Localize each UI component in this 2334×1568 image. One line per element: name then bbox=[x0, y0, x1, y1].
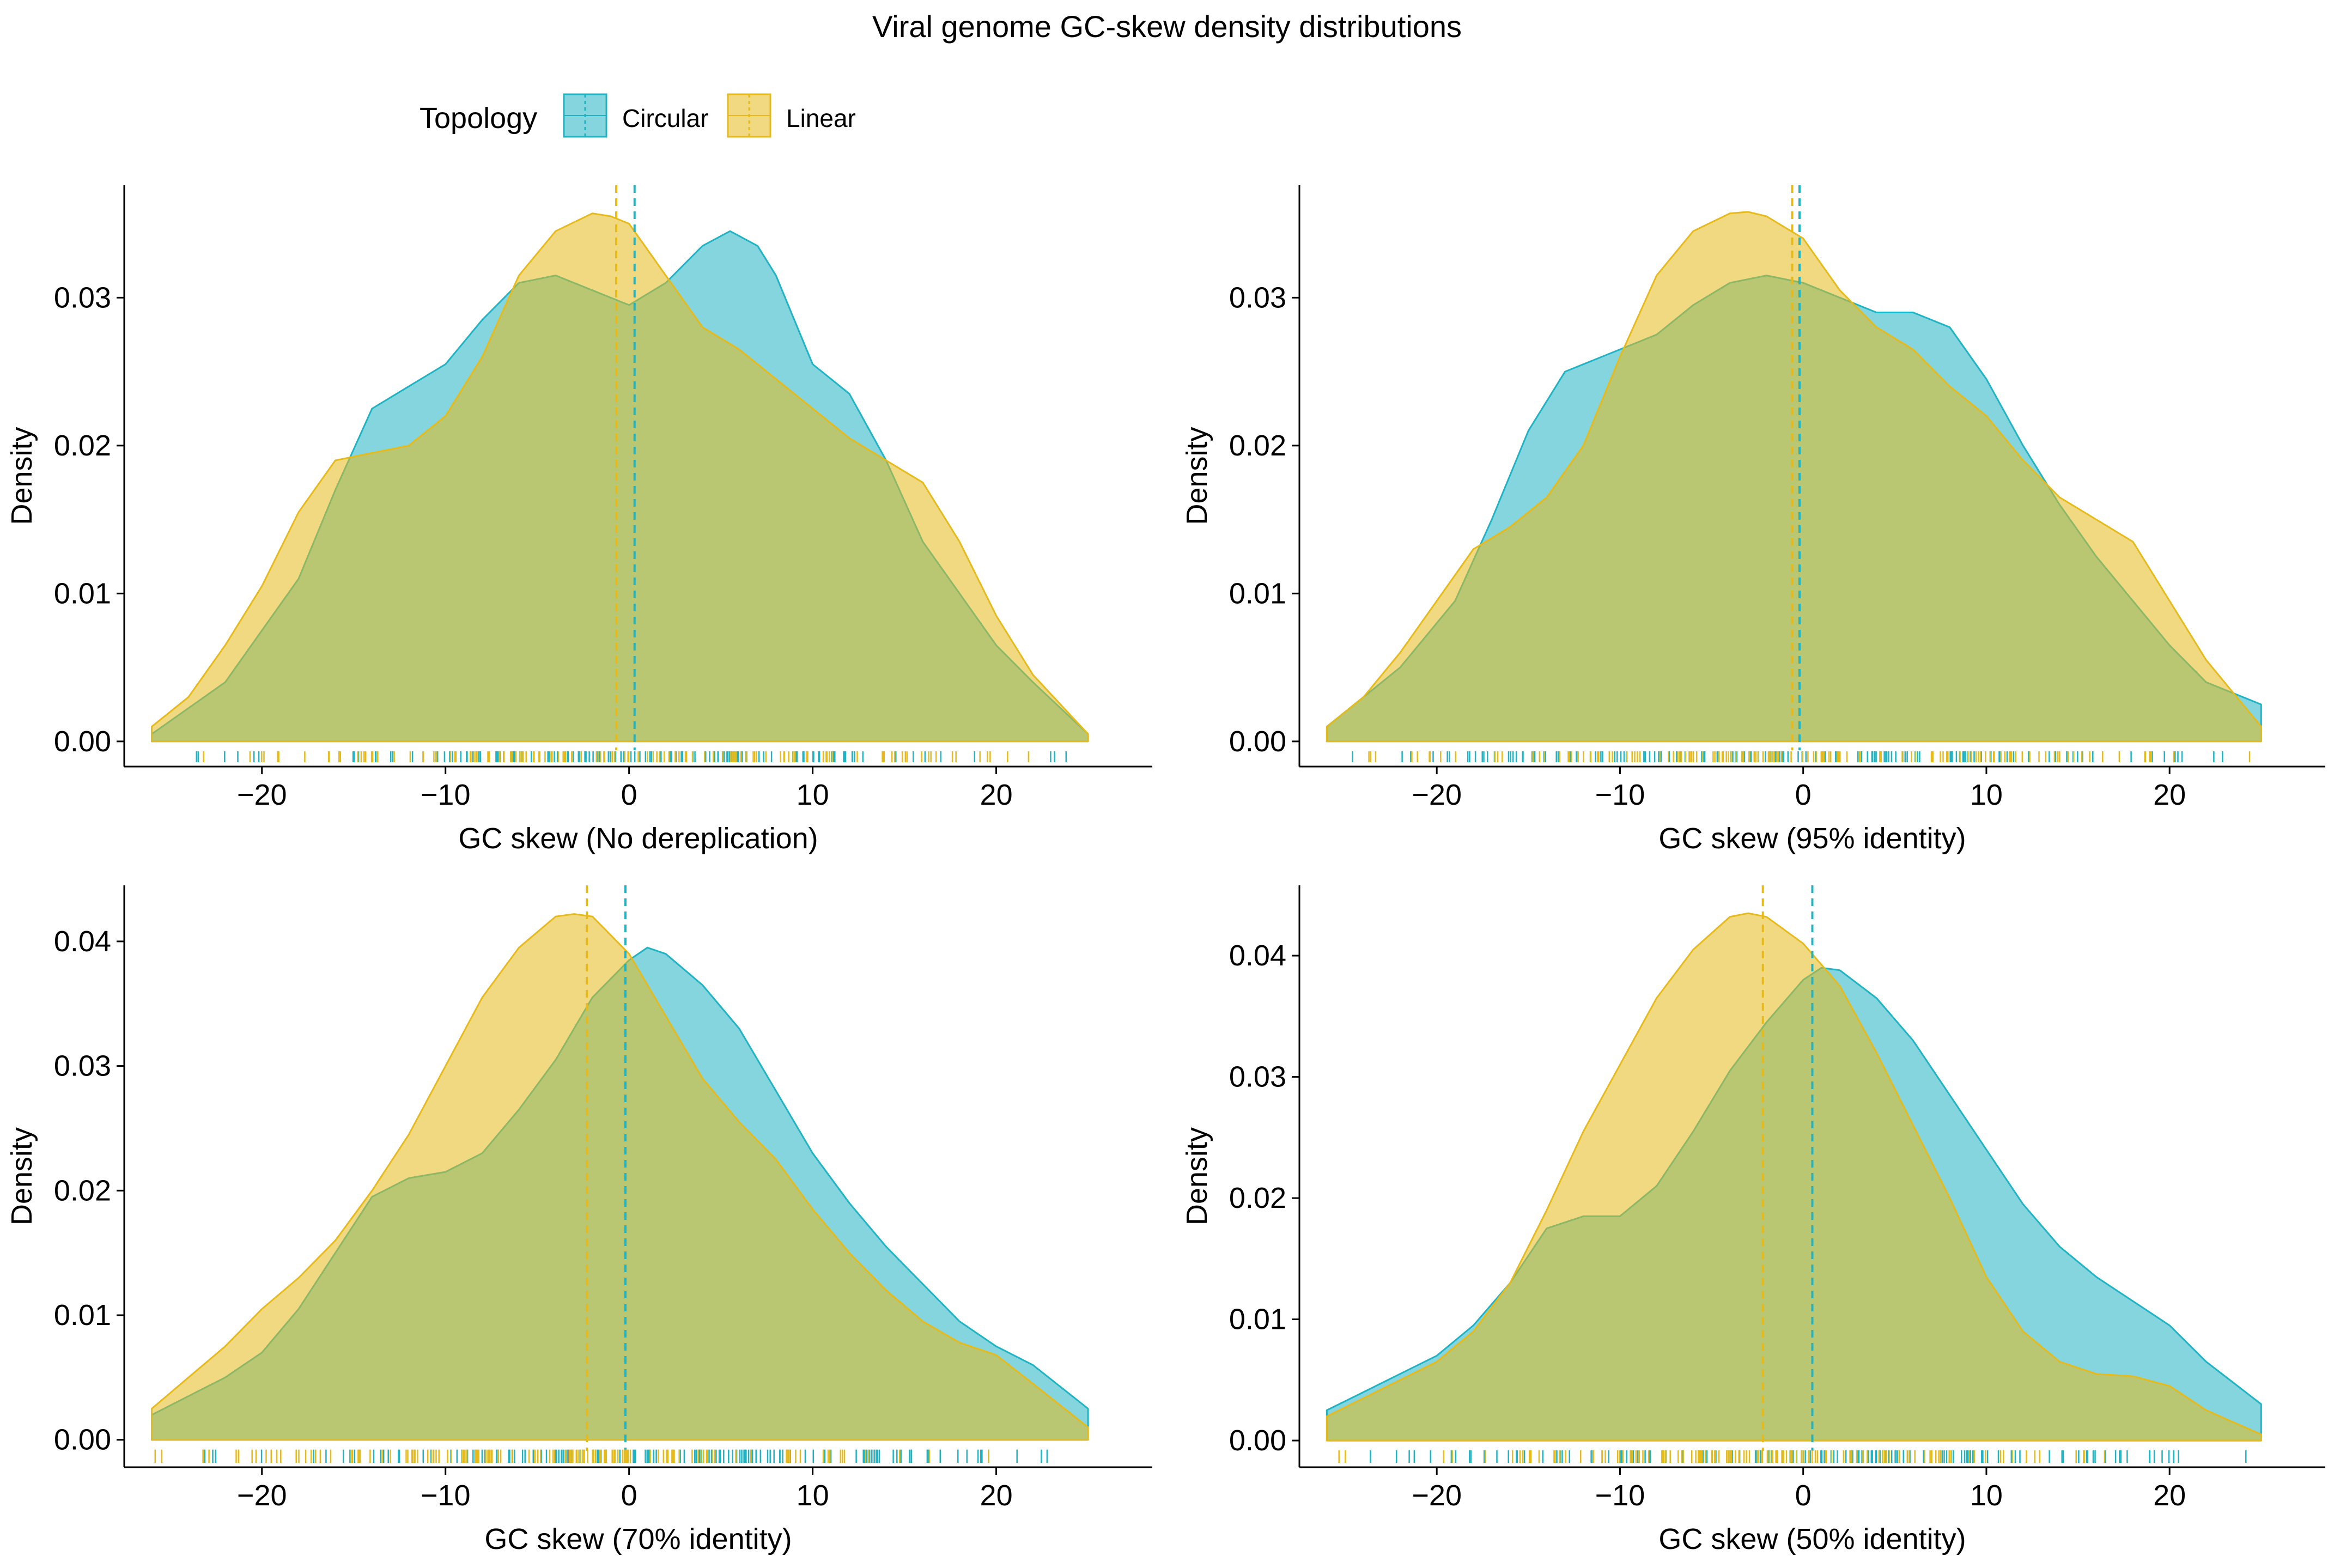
x-tick-label: 0 bbox=[1795, 779, 1812, 811]
y-tick-label: 0.00 bbox=[1229, 1424, 1286, 1457]
y-tick-label: 0.00 bbox=[54, 1424, 111, 1456]
x-tick-label: 20 bbox=[2153, 779, 2186, 811]
panel-x-axis-label: GC skew (70% identity) bbox=[484, 1523, 792, 1555]
figure-title: Viral genome GC-skew density distributio… bbox=[872, 9, 1462, 44]
x-tick-label: −20 bbox=[237, 1479, 287, 1512]
y-tick-label: 0.01 bbox=[1229, 577, 1286, 610]
x-tick-label: 20 bbox=[980, 779, 1013, 811]
panel-50-identity: GC skew (50% identity) Density −20 −10 0 10… bbox=[1181, 885, 2325, 1555]
y-tick-label: 0.02 bbox=[1229, 429, 1286, 462]
y-tick-label: 0.01 bbox=[54, 1299, 111, 1332]
y-tick-label: 0.02 bbox=[54, 429, 111, 462]
panel-x-axis-label: GC skew (50% identity) bbox=[1658, 1523, 1966, 1555]
panel-x-axis-label: GC skew (No dereplication) bbox=[458, 822, 818, 855]
x-tick-label: 0 bbox=[621, 1479, 637, 1512]
panel-no-dereplication: GC skew (No dereplication) Density −20 −1… bbox=[5, 185, 1152, 855]
x-tick-label: 20 bbox=[2153, 1479, 2186, 1512]
x-tick-label: −10 bbox=[1595, 1479, 1645, 1512]
x-tick-label: −20 bbox=[237, 779, 287, 811]
density-area-linear bbox=[151, 212, 1089, 743]
x-tick-label: −10 bbox=[1595, 779, 1645, 811]
panel-x-axis-label: GC skew (95% identity) bbox=[1658, 822, 1966, 855]
x-tick-label: 10 bbox=[1970, 779, 2003, 811]
y-tick-label: 0.04 bbox=[1229, 939, 1286, 972]
density-area-linear bbox=[151, 913, 1089, 1441]
y-tick-label: 0.02 bbox=[54, 1174, 111, 1207]
y-tick-label: 0.03 bbox=[54, 281, 111, 314]
x-tick-label: −20 bbox=[1412, 1479, 1462, 1512]
x-tick-label: 0 bbox=[621, 779, 637, 811]
density-area-linear bbox=[1326, 211, 2262, 743]
y-tick-label: 0.00 bbox=[1229, 725, 1286, 758]
y-tick-label: 0.03 bbox=[1229, 281, 1286, 314]
y-tick-label: 0.00 bbox=[54, 725, 111, 758]
y-tick-label: 0.04 bbox=[54, 925, 111, 958]
x-tick-label: 10 bbox=[797, 1479, 829, 1512]
x-tick-label: 20 bbox=[980, 1479, 1013, 1512]
panel-y-axis-label: Density bbox=[5, 427, 38, 525]
y-tick-label: 0.03 bbox=[54, 1050, 111, 1083]
x-tick-label: −10 bbox=[421, 1479, 471, 1512]
x-tick-label: 0 bbox=[1795, 1479, 1812, 1512]
legend-label-circular: Circular bbox=[622, 104, 708, 132]
legend-label-linear: Linear bbox=[786, 104, 856, 132]
y-tick-label: 0.02 bbox=[1229, 1182, 1286, 1214]
panel-y-axis-label: Density bbox=[1181, 427, 1213, 525]
panel-95-identity: GC skew (95% identity) Density −20 −10 0 10… bbox=[1181, 185, 2325, 855]
y-tick-label: 0.01 bbox=[54, 577, 111, 610]
density-area-linear bbox=[1326, 912, 2262, 1442]
panel-70-identity: GC skew (70% identity) Density −20 −10 0 10… bbox=[5, 885, 1152, 1555]
y-tick-label: 0.03 bbox=[1229, 1061, 1286, 1093]
x-tick-label: −10 bbox=[421, 779, 471, 811]
x-tick-label: 10 bbox=[797, 779, 829, 811]
panel-y-axis-label: Density bbox=[5, 1127, 38, 1225]
legend: Topology Circular Linear bbox=[420, 93, 856, 138]
x-tick-label: 10 bbox=[1970, 1479, 2003, 1512]
x-tick-label: −20 bbox=[1412, 779, 1462, 811]
y-tick-label: 0.01 bbox=[1229, 1303, 1286, 1336]
panel-y-axis-label: Density bbox=[1181, 1127, 1213, 1225]
legend-title: Topology bbox=[420, 102, 537, 135]
